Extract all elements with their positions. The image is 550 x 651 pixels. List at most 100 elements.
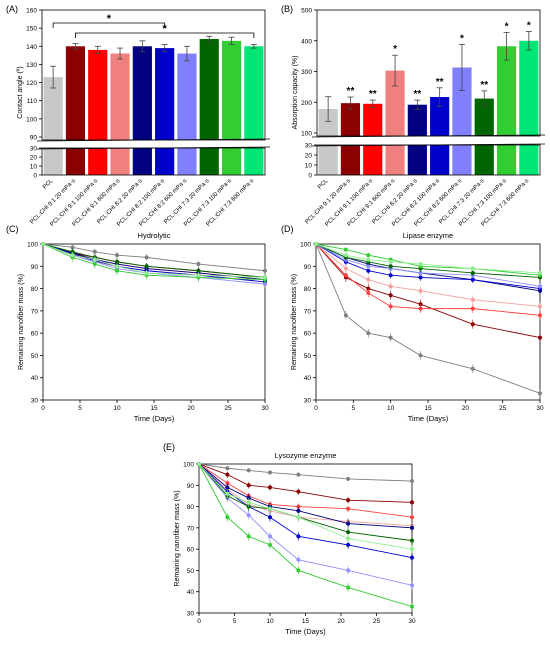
y-tick-label: 30 xyxy=(31,398,39,405)
y-tick-label: 20 xyxy=(30,155,38,162)
y-tick-label: 100 xyxy=(27,242,38,249)
data-point xyxy=(225,491,230,496)
y-tick-label: 40 xyxy=(304,375,312,382)
data-point xyxy=(418,275,423,280)
y-tick-label: 80 xyxy=(304,286,312,293)
data-point xyxy=(144,255,149,260)
data-point xyxy=(296,534,301,539)
data-point xyxy=(144,264,149,269)
data-point xyxy=(196,273,201,278)
data-point xyxy=(296,568,301,573)
panel-B: (B)PCL**PCL:CHI 9:1 20 mPa·s**PCL:CHI 9:… xyxy=(281,4,546,228)
y-tick-label: 300 xyxy=(301,69,312,76)
axes-frame-upper xyxy=(41,9,266,141)
bar-lower xyxy=(132,148,152,175)
data-point xyxy=(70,253,75,258)
data-point xyxy=(41,242,45,246)
series-line xyxy=(42,243,266,278)
x-tick-label: 0 xyxy=(197,618,201,625)
x-tick-label: 20 xyxy=(187,405,195,412)
y-tick-label: 110 xyxy=(27,98,38,105)
bar xyxy=(110,53,130,140)
x-tick-label: 5 xyxy=(78,405,82,412)
axis-break xyxy=(311,136,546,145)
data-point xyxy=(268,542,272,547)
data-point xyxy=(388,293,393,298)
bar-lower xyxy=(65,148,86,175)
bar xyxy=(221,40,242,140)
bar-lower xyxy=(221,148,242,175)
data-point xyxy=(92,257,97,262)
data-point xyxy=(144,270,149,275)
data-point xyxy=(410,583,414,588)
series-line xyxy=(198,463,413,518)
bar-lower xyxy=(474,145,494,175)
bar xyxy=(474,98,494,136)
y-tick-label: 10 xyxy=(30,164,38,171)
x-tick-label: 15 xyxy=(424,405,432,412)
y-tick-label: 70 xyxy=(304,308,312,315)
data-point xyxy=(388,335,393,340)
y-tick-label: 200 xyxy=(301,100,312,107)
bar-lower xyxy=(430,145,450,175)
series-line xyxy=(198,463,413,586)
category-label: PCL:CHI 7:3 600 mPa·s xyxy=(206,178,256,228)
series-line xyxy=(198,463,413,529)
x-tick-label: 5 xyxy=(352,405,356,412)
data-point xyxy=(346,521,351,526)
bar-lower xyxy=(385,145,405,175)
bar-lower xyxy=(407,145,427,175)
x-tick-label: 10 xyxy=(387,405,395,412)
x-tick-label: 20 xyxy=(462,405,470,412)
data-point xyxy=(470,322,475,327)
bar-lower xyxy=(244,148,264,175)
panel-C-letter: (C) xyxy=(6,224,19,234)
data-point xyxy=(538,313,542,318)
data-point xyxy=(346,498,351,503)
x-axis-label: Time (Days) xyxy=(285,627,326,636)
series-1 xyxy=(197,462,414,484)
series-9 xyxy=(41,242,267,285)
data-point xyxy=(115,259,119,264)
y-tick-label: 90 xyxy=(304,264,312,271)
bar xyxy=(43,77,63,140)
data-point xyxy=(268,534,272,539)
bar xyxy=(519,40,539,136)
y-tick-label: 100 xyxy=(26,116,37,123)
significance-star: ** xyxy=(413,89,421,100)
y-tick-label: 80 xyxy=(31,286,39,293)
data-point xyxy=(343,253,348,258)
data-point xyxy=(115,264,119,269)
data-point xyxy=(343,313,348,318)
data-point xyxy=(343,266,348,271)
axes-frame-lower xyxy=(316,144,541,176)
y-tick-label: 50 xyxy=(187,568,195,575)
data-point xyxy=(346,476,351,481)
bar xyxy=(407,104,427,136)
bar xyxy=(177,53,197,140)
chart-title: Lipase enzyme xyxy=(403,231,453,240)
y-tick-label: 130 xyxy=(26,62,37,69)
y-axis-label: Remaining nanofiber mass (%) xyxy=(291,274,298,370)
data-point xyxy=(410,525,414,530)
data-point xyxy=(225,466,230,471)
data-point xyxy=(196,262,201,267)
series-line xyxy=(198,463,413,503)
data-point xyxy=(197,462,201,466)
significance-star: ** xyxy=(436,77,444,88)
data-point xyxy=(388,264,393,269)
bar-lower xyxy=(88,148,108,175)
y-axis-label: Remaining nanofiber mass (%) xyxy=(18,274,25,370)
data-point xyxy=(388,284,393,289)
data-point xyxy=(296,508,301,513)
series-1 xyxy=(314,242,542,398)
y-tick-label: 140 xyxy=(26,44,37,51)
data-point xyxy=(418,288,423,293)
data-point xyxy=(346,506,351,511)
series-line xyxy=(42,243,266,278)
significance-star: ** xyxy=(369,89,377,100)
data-point xyxy=(115,268,119,273)
y-axis-label: Remaining nanofiber mass (%) xyxy=(174,490,181,586)
data-point xyxy=(225,515,230,520)
